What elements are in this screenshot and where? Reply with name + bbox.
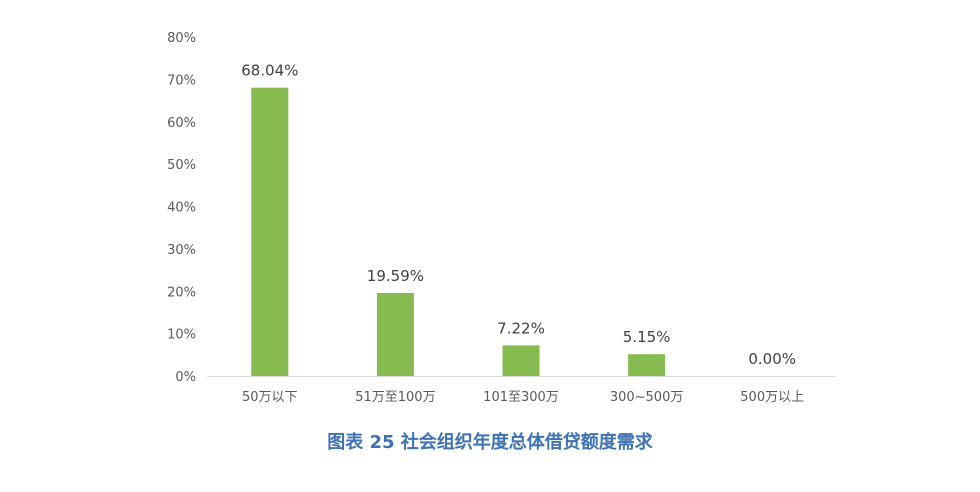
y-tick-label: 80%: [167, 31, 196, 46]
chart-title: 图表 25 社会组织年度总体借贷额度需求: [327, 432, 653, 453]
x-tick-label: 51万至100万: [355, 390, 435, 405]
x-tick-label: 50万以下: [242, 390, 298, 405]
bar: [376, 292, 414, 376]
y-tick-label: 30%: [167, 243, 196, 258]
data-label: 19.59%: [367, 267, 424, 285]
y-tick-label: 50%: [167, 158, 196, 173]
x-tick-label: 101至300万: [483, 390, 559, 405]
y-tick-label: 40%: [167, 201, 196, 216]
y-tick-label: 70%: [167, 73, 196, 88]
x-tick-label: 300~500万: [610, 390, 684, 405]
y-tick-label: 10%: [167, 328, 196, 343]
bar: [628, 354, 666, 376]
bar: [251, 87, 289, 377]
bar: [502, 345, 540, 376]
data-label: 5.15%: [623, 328, 671, 346]
data-label: 68.04%: [241, 62, 298, 80]
x-tick-label: 500万以上: [740, 390, 804, 405]
data-label: 0.00%: [748, 350, 796, 368]
data-label: 7.22%: [497, 319, 545, 337]
y-tick-label: 20%: [167, 285, 196, 300]
y-tick-label: 0%: [175, 370, 196, 385]
y-tick-label: 60%: [167, 116, 196, 131]
